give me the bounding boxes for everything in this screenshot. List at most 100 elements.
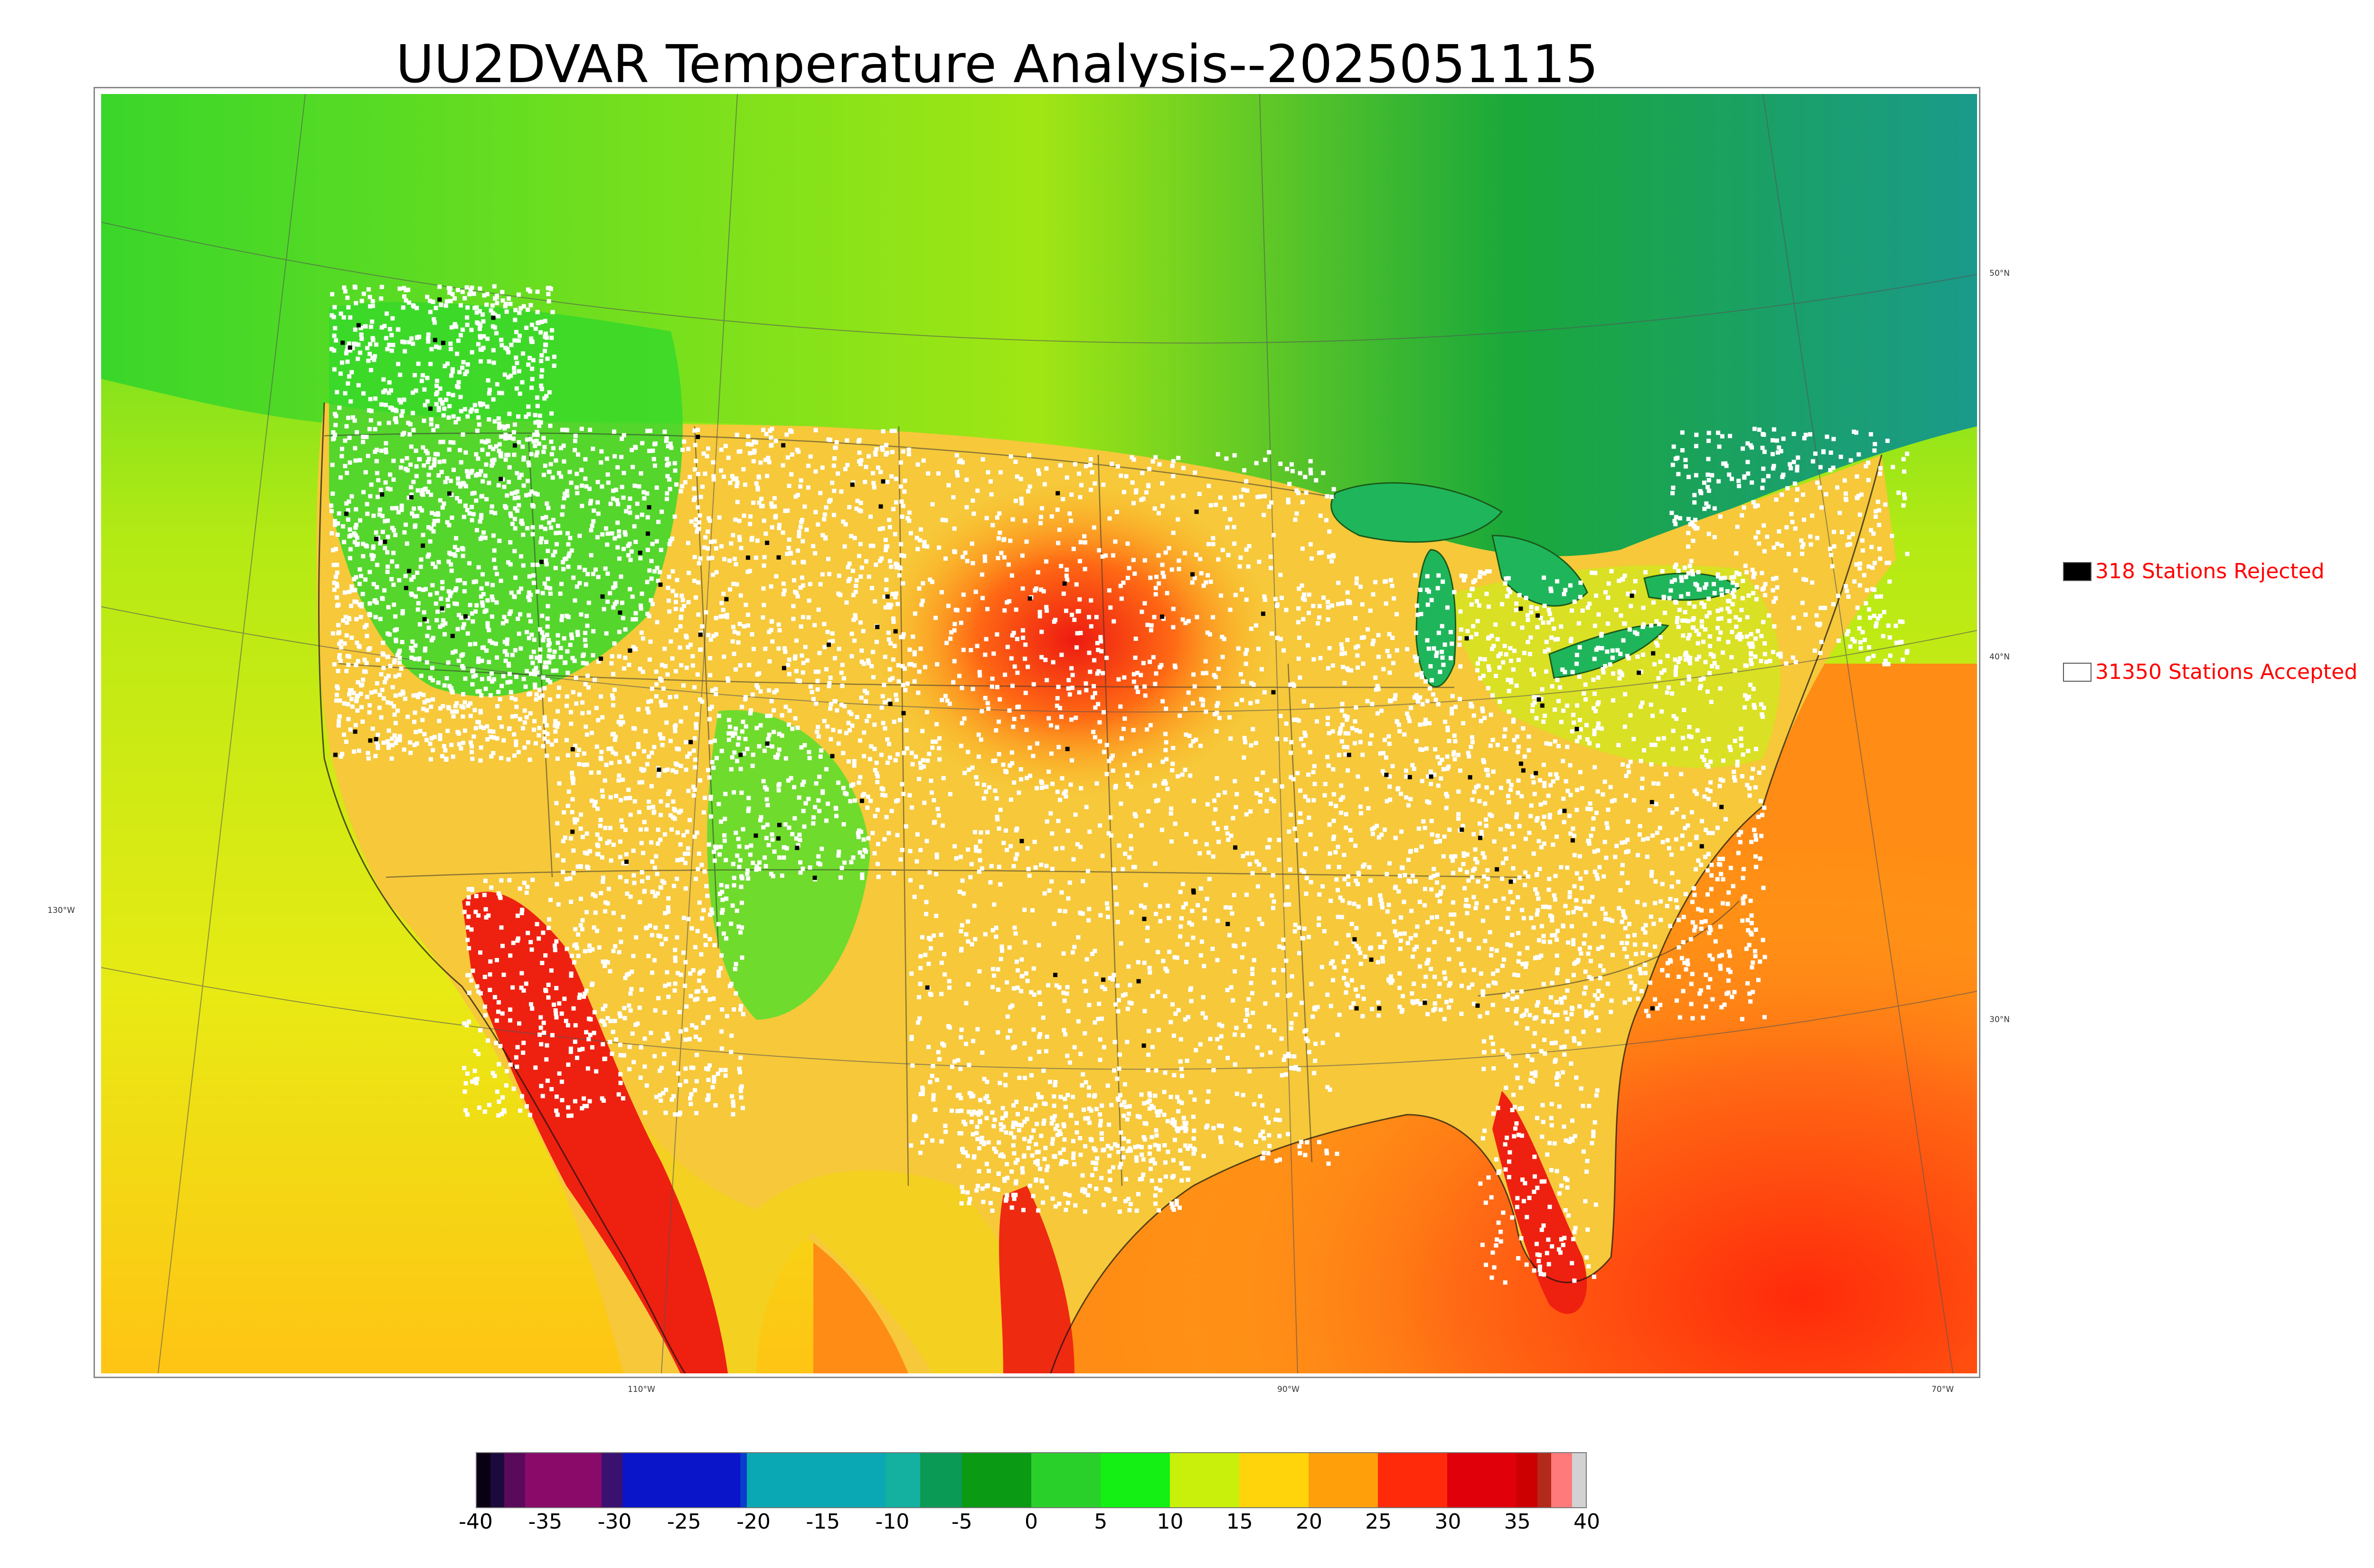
station-accepted-marker: [399, 503, 404, 508]
station-accepted-marker: [858, 620, 863, 625]
station-accepted-marker: [585, 572, 590, 576]
station-accepted-marker: [529, 452, 534, 457]
station-accepted-marker: [1750, 965, 1754, 970]
station-accepted-marker: [1730, 629, 1734, 634]
station-accepted-marker: [894, 500, 898, 505]
station-accepted-marker: [912, 652, 917, 657]
station-accepted-marker: [1300, 583, 1304, 588]
station-accepted-marker: [565, 488, 569, 493]
station-accepted-marker: [673, 607, 678, 611]
station-accepted-marker: [1533, 887, 1538, 892]
station-accepted-marker: [397, 578, 402, 582]
station-accepted-marker: [526, 362, 531, 367]
station-accepted-marker: [733, 517, 738, 522]
station-accepted-marker: [569, 722, 574, 726]
station-accepted-marker: [534, 439, 539, 443]
station-accepted-marker: [563, 491, 567, 496]
station-accepted-marker: [442, 683, 447, 688]
station-accepted-marker: [1496, 654, 1501, 658]
station-accepted-marker: [767, 460, 772, 465]
station-accepted-marker: [1039, 863, 1044, 867]
station-accepted-marker: [1243, 651, 1248, 656]
station-accepted-marker: [490, 679, 494, 684]
station-accepted-marker: [1050, 866, 1055, 871]
station-accepted-marker: [1146, 809, 1151, 814]
station-accepted-marker: [353, 327, 358, 332]
station-accepted-marker: [1489, 633, 1494, 638]
station-accepted-marker: [683, 852, 687, 856]
station-accepted-marker: [1087, 829, 1092, 834]
station-accepted-marker: [1241, 1033, 1245, 1037]
station-accepted-marker: [806, 485, 810, 490]
station-accepted-marker: [1629, 961, 1634, 966]
station-accepted-marker: [1012, 664, 1017, 669]
station-accepted-marker: [1459, 1012, 1464, 1016]
station-accepted-marker: [584, 614, 589, 619]
station-accepted-marker: [1308, 750, 1312, 754]
station-accepted-marker: [1583, 682, 1588, 687]
station-accepted-marker: [579, 426, 584, 431]
station-accepted-marker: [1064, 794, 1068, 799]
station-accepted-marker: [873, 451, 877, 455]
station-accepted-marker: [450, 369, 455, 374]
station-accepted-marker: [1212, 673, 1216, 677]
station-accepted-marker: [992, 902, 997, 907]
station-accepted-marker: [375, 563, 379, 567]
station-accepted-marker: [556, 709, 560, 714]
station-accepted-marker: [934, 855, 939, 860]
station-accepted-marker: [712, 539, 717, 544]
station-accepted-marker: [827, 499, 831, 504]
station-accepted-marker: [1563, 588, 1568, 592]
station-accepted-marker: [1213, 807, 1218, 812]
temperature-map[interactable]: [101, 94, 1977, 1373]
station-accepted-marker: [783, 649, 788, 654]
station-accepted-marker: [1304, 1036, 1309, 1041]
station-accepted-marker: [609, 761, 613, 765]
station-accepted-marker: [858, 542, 863, 546]
station-accepted-marker: [793, 716, 798, 721]
station-accepted-marker: [537, 441, 541, 446]
station-accepted-marker: [1193, 839, 1198, 844]
station-accepted-marker: [535, 589, 540, 594]
station-accepted-marker: [684, 666, 689, 670]
station-accepted-marker: [1188, 773, 1193, 778]
station-accepted-marker: [330, 462, 335, 467]
station-accepted-marker: [1081, 1072, 1085, 1077]
station-accepted-marker: [535, 310, 540, 314]
station-accepted-marker: [1171, 474, 1176, 479]
station-accepted-marker: [527, 613, 531, 618]
station-accepted-marker: [1758, 856, 1762, 861]
station-accepted-marker: [659, 663, 664, 667]
station-accepted-marker: [1099, 649, 1104, 654]
station-accepted-marker: [1097, 720, 1102, 725]
station-accepted-marker: [688, 818, 692, 822]
station-accepted-marker: [347, 590, 351, 594]
station-accepted-marker: [605, 531, 610, 536]
station-accepted-marker: [1313, 1007, 1318, 1012]
station-accepted-marker: [1228, 905, 1233, 910]
station-accepted-marker: [407, 300, 412, 305]
station-accepted-marker: [1525, 613, 1530, 618]
station-accepted-marker: [525, 437, 529, 442]
station-accepted-marker: [577, 692, 582, 697]
station-accepted-marker: [1550, 914, 1554, 919]
station-accepted-marker: [647, 805, 651, 810]
station-accepted-marker: [448, 479, 453, 483]
station-accepted-marker: [978, 673, 982, 678]
station-accepted-marker: [805, 658, 810, 663]
station-accepted-marker: [516, 750, 521, 754]
station-accepted-marker: [1065, 475, 1069, 480]
station-accepted-marker: [943, 518, 948, 523]
station-accepted-marker: [545, 732, 550, 736]
station-accepted-marker: [649, 699, 653, 704]
station-accepted-marker: [673, 723, 678, 728]
station-accepted-marker: [801, 670, 805, 675]
station-accepted-marker: [1163, 781, 1168, 786]
station-accepted-marker: [1153, 592, 1158, 597]
station-accepted-marker: [1216, 667, 1221, 671]
station-accepted-marker: [683, 705, 688, 710]
station-accepted-marker: [714, 616, 718, 620]
station-accepted-marker: [518, 646, 523, 651]
station-accepted-marker: [654, 854, 659, 859]
station-accepted-marker: [1225, 987, 1230, 992]
